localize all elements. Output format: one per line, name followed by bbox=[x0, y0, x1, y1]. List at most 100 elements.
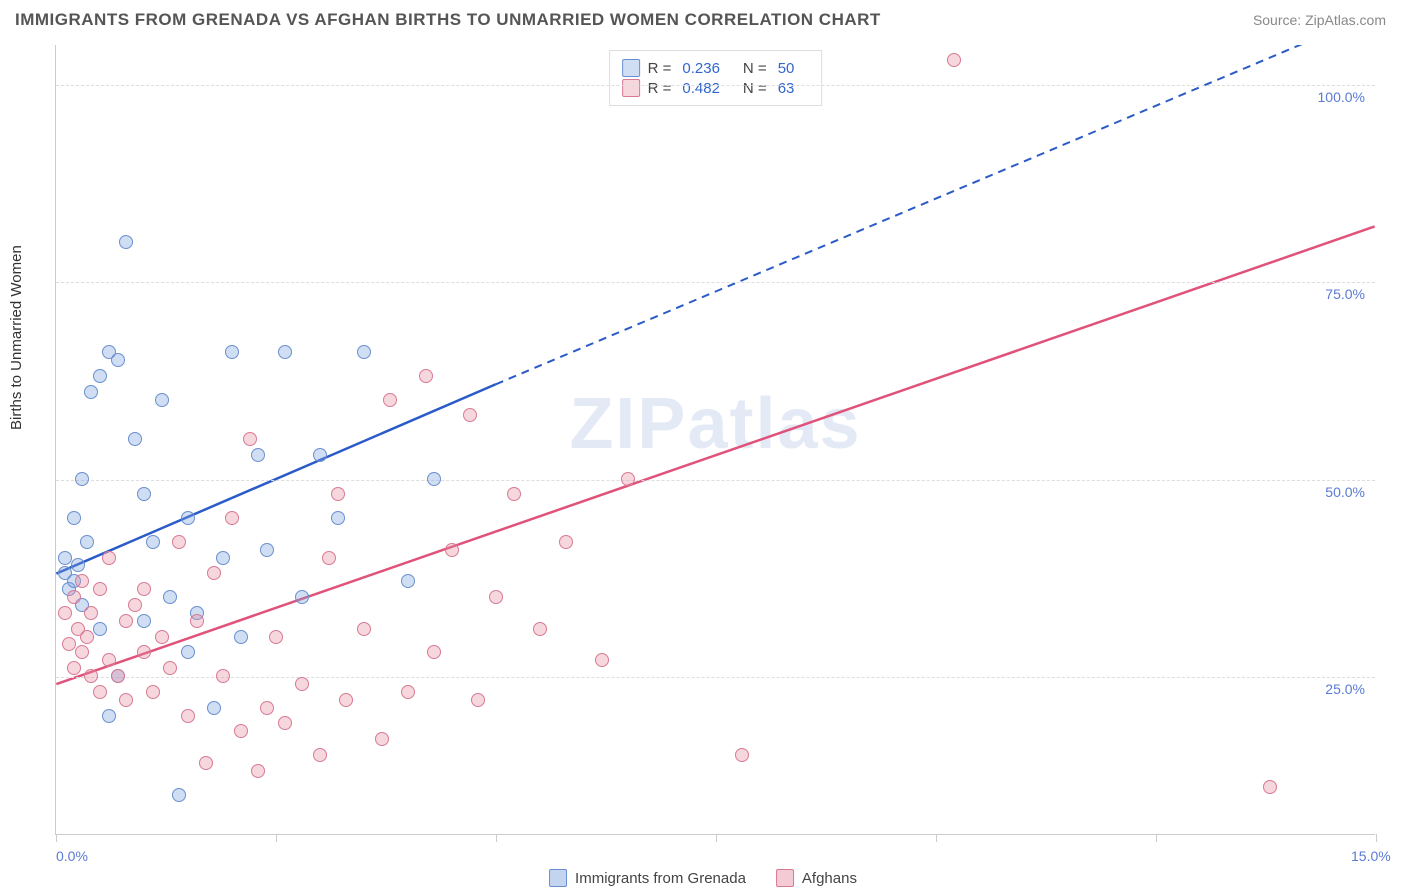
scatter-point bbox=[181, 709, 195, 723]
scatter-point bbox=[67, 590, 81, 604]
legend-n-label: N = bbox=[743, 80, 767, 97]
scatter-point bbox=[155, 393, 169, 407]
x-tick bbox=[1156, 834, 1157, 842]
scatter-point bbox=[137, 645, 151, 659]
scatter-point bbox=[181, 511, 195, 525]
scatter-point bbox=[93, 622, 107, 636]
scatter-point bbox=[80, 535, 94, 549]
x-tick-label: 0.0% bbox=[56, 848, 88, 864]
scatter-point bbox=[75, 574, 89, 588]
scatter-point bbox=[146, 685, 160, 699]
scatter-point bbox=[507, 487, 521, 501]
scatter-point bbox=[207, 566, 221, 580]
x-tick bbox=[496, 834, 497, 842]
scatter-point bbox=[463, 408, 477, 422]
legend-r-label: R = bbox=[648, 80, 672, 97]
legend-r-value: 0.482 bbox=[682, 80, 720, 97]
scatter-point bbox=[445, 543, 459, 557]
scatter-point bbox=[533, 622, 547, 636]
scatter-point bbox=[313, 748, 327, 762]
y-tick-label: 75.0% bbox=[1325, 286, 1365, 302]
scatter-point bbox=[102, 551, 116, 565]
x-tick-label: 15.0% bbox=[1351, 848, 1391, 864]
scatter-point bbox=[67, 511, 81, 525]
scatter-point bbox=[427, 472, 441, 486]
y-tick-label: 100.0% bbox=[1318, 89, 1365, 105]
scatter-point bbox=[163, 661, 177, 675]
scatter-point bbox=[278, 716, 292, 730]
scatter-point bbox=[93, 582, 107, 596]
scatter-point bbox=[93, 369, 107, 383]
scatter-point bbox=[339, 693, 353, 707]
scatter-point bbox=[137, 614, 151, 628]
scatter-point bbox=[260, 701, 274, 715]
scatter-point bbox=[234, 630, 248, 644]
scatter-point bbox=[172, 788, 186, 802]
legend-n-value: 50 bbox=[778, 60, 795, 77]
gridline-horizontal bbox=[56, 677, 1375, 678]
scatter-point bbox=[234, 724, 248, 738]
scatter-point bbox=[357, 622, 371, 636]
x-tick bbox=[716, 834, 717, 842]
scatter-point bbox=[621, 472, 635, 486]
scatter-point bbox=[207, 701, 221, 715]
scatter-point bbox=[190, 614, 204, 628]
scatter-point bbox=[84, 669, 98, 683]
scatter-point bbox=[251, 764, 265, 778]
x-tick bbox=[56, 834, 57, 842]
scatter-point bbox=[295, 590, 309, 604]
source-attribution: Source: ZipAtlas.com bbox=[1253, 12, 1386, 28]
scatter-point bbox=[375, 732, 389, 746]
scatter-point bbox=[225, 345, 239, 359]
scatter-point bbox=[62, 637, 76, 651]
scatter-point bbox=[225, 511, 239, 525]
scatter-point bbox=[84, 385, 98, 399]
x-tick bbox=[936, 834, 937, 842]
scatter-point bbox=[111, 669, 125, 683]
scatter-point bbox=[331, 487, 345, 501]
legend-series: Immigrants from GrenadaAfghans bbox=[549, 869, 857, 887]
scatter-point bbox=[401, 685, 415, 699]
scatter-point bbox=[216, 551, 230, 565]
scatter-point bbox=[137, 487, 151, 501]
scatter-point bbox=[357, 345, 371, 359]
scatter-point bbox=[559, 535, 573, 549]
scatter-point bbox=[102, 709, 116, 723]
scatter-point bbox=[260, 543, 274, 557]
scatter-point bbox=[278, 345, 292, 359]
scatter-point bbox=[75, 645, 89, 659]
scatter-point bbox=[84, 606, 98, 620]
scatter-point bbox=[128, 598, 142, 612]
legend-swatch bbox=[776, 869, 794, 887]
x-tick bbox=[276, 834, 277, 842]
scatter-point bbox=[137, 582, 151, 596]
scatter-point bbox=[489, 590, 503, 604]
gridline-horizontal bbox=[56, 85, 1375, 86]
scatter-point bbox=[199, 756, 213, 770]
scatter-point bbox=[58, 606, 72, 620]
y-tick-label: 25.0% bbox=[1325, 681, 1365, 697]
scatter-point bbox=[128, 432, 142, 446]
legend-swatch bbox=[622, 79, 640, 97]
scatter-chart: ZIPatlas R =0.236N =50R =0.482N =63 25.0… bbox=[55, 45, 1375, 835]
scatter-point bbox=[163, 590, 177, 604]
scatter-point bbox=[58, 551, 72, 565]
legend-r-label: R = bbox=[648, 60, 672, 77]
scatter-point bbox=[172, 535, 186, 549]
scatter-point bbox=[313, 448, 327, 462]
scatter-point bbox=[119, 235, 133, 249]
scatter-point bbox=[216, 669, 230, 683]
scatter-point bbox=[119, 614, 133, 628]
scatter-point bbox=[111, 353, 125, 367]
scatter-point bbox=[243, 432, 257, 446]
scatter-point bbox=[401, 574, 415, 588]
x-tick bbox=[1376, 834, 1377, 842]
scatter-point bbox=[595, 653, 609, 667]
chart-title: IMMIGRANTS FROM GRENADA VS AFGHAN BIRTHS… bbox=[15, 10, 881, 30]
legend-n-label: N = bbox=[743, 60, 767, 77]
scatter-point bbox=[251, 448, 265, 462]
scatter-point bbox=[471, 693, 485, 707]
scatter-point bbox=[1263, 780, 1277, 794]
scatter-point bbox=[383, 393, 397, 407]
scatter-point bbox=[93, 685, 107, 699]
